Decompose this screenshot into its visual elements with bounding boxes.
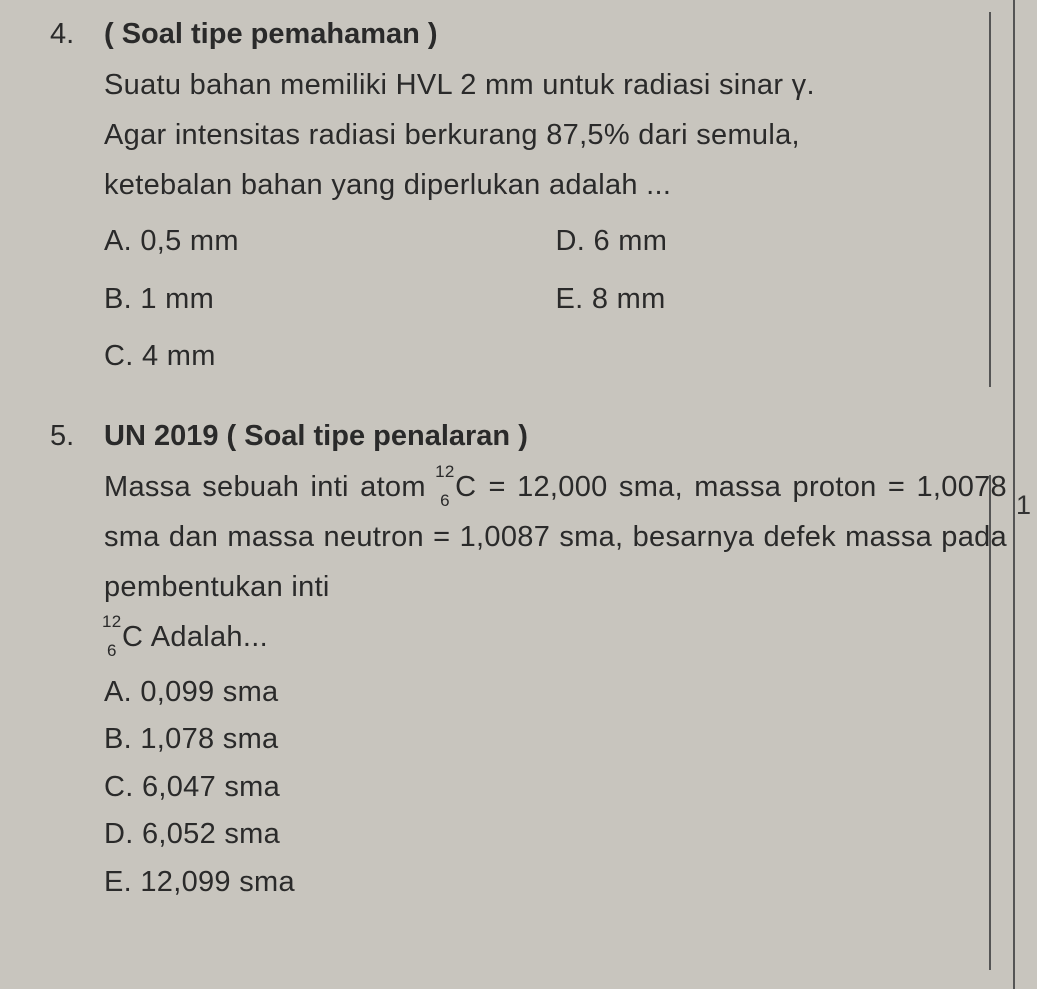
question-5-option-e: E. 12,099 sma <box>104 859 1007 907</box>
question-4: 4. ( Soal tipe pemahaman ) Suatu bahan m… <box>50 18 1007 382</box>
nuclide-atomic-1: 6 <box>440 486 450 515</box>
question-4-option-c: C. 4 mm <box>104 332 556 382</box>
question-4-option-d: D. 6 mm <box>556 217 1008 267</box>
question-5-option-d: D. 6,052 sma <box>104 811 1007 859</box>
question-4-body: Suatu bahan memiliki HVL 2 mm untuk radi… <box>104 61 1007 382</box>
nuclide-c12-second: 126C <box>104 613 144 663</box>
question-5-options: A. 0,099 sma B. 1,078 sma C. 6,047 sma D… <box>104 669 1007 907</box>
question-4-option-a: A. 0,5 mm <box>104 217 556 267</box>
page-border-right-outer <box>1013 0 1015 989</box>
question-4-number: 4. <box>50 18 104 51</box>
side-page-marker: 1 <box>1016 490 1031 521</box>
question-5-title: UN 2019 ( Soal tipe penalaran ) <box>104 420 528 453</box>
question-4-title: ( Soal tipe pemahaman ) <box>104 18 438 51</box>
question-4-line2: Agar intensitas radiasi berkurang 87,5% … <box>104 119 800 151</box>
question-4-text: Suatu bahan memiliki HVL 2 mm untuk radi… <box>104 61 1007 211</box>
nuclide-symbol-2: C <box>122 621 143 653</box>
question-5-number: 5. <box>50 420 104 453</box>
question-5-body: Massa sebuah inti atom 126C = 12,000 sma… <box>104 463 1007 906</box>
nuclide-mass-1: 12 <box>435 457 455 486</box>
question-5-option-c: C. 6,047 sma <box>104 764 1007 812</box>
question-5-option-a: A. 0,099 sma <box>104 669 1007 717</box>
question-4-header: 4. ( Soal tipe pemahaman ) <box>50 18 1007 51</box>
page-border-right-inner-q5 <box>989 475 991 970</box>
nuclide-c12-first: 126C <box>437 463 477 513</box>
nuclide-symbol-1: C <box>455 471 476 503</box>
question-5-text: Massa sebuah inti atom 126C = 12,000 sma… <box>104 463 1007 663</box>
question-5-part4: Adalah... <box>144 621 268 653</box>
question-4-option-e: E. 8 mm <box>556 275 1008 325</box>
question-4-line3: ketebalan bahan yang diperlukan adalah .… <box>104 169 671 201</box>
question-4-line1: Suatu bahan memiliki HVL 2 mm untuk radi… <box>104 69 815 101</box>
question-5: 5. UN 2019 ( Soal tipe penalaran ) Massa… <box>50 420 1007 906</box>
question-5-option-b: B. 1,078 sma <box>104 716 1007 764</box>
page-border-right-inner-q4 <box>989 12 991 387</box>
question-5-part2: = 12,000 sma, massa <box>477 471 781 503</box>
nuclide-atomic-2: 6 <box>107 636 117 665</box>
question-5-header: 5. UN 2019 ( Soal tipe penalaran ) <box>50 420 1007 453</box>
nuclide-mass-2: 12 <box>102 607 122 636</box>
question-5-part1: Massa sebuah inti atom <box>104 471 437 503</box>
question-4-options: A. 0,5 mm D. 6 mm B. 1 mm E. 8 mm C. 4 m… <box>104 217 1007 383</box>
question-4-option-b: B. 1 mm <box>104 275 556 325</box>
